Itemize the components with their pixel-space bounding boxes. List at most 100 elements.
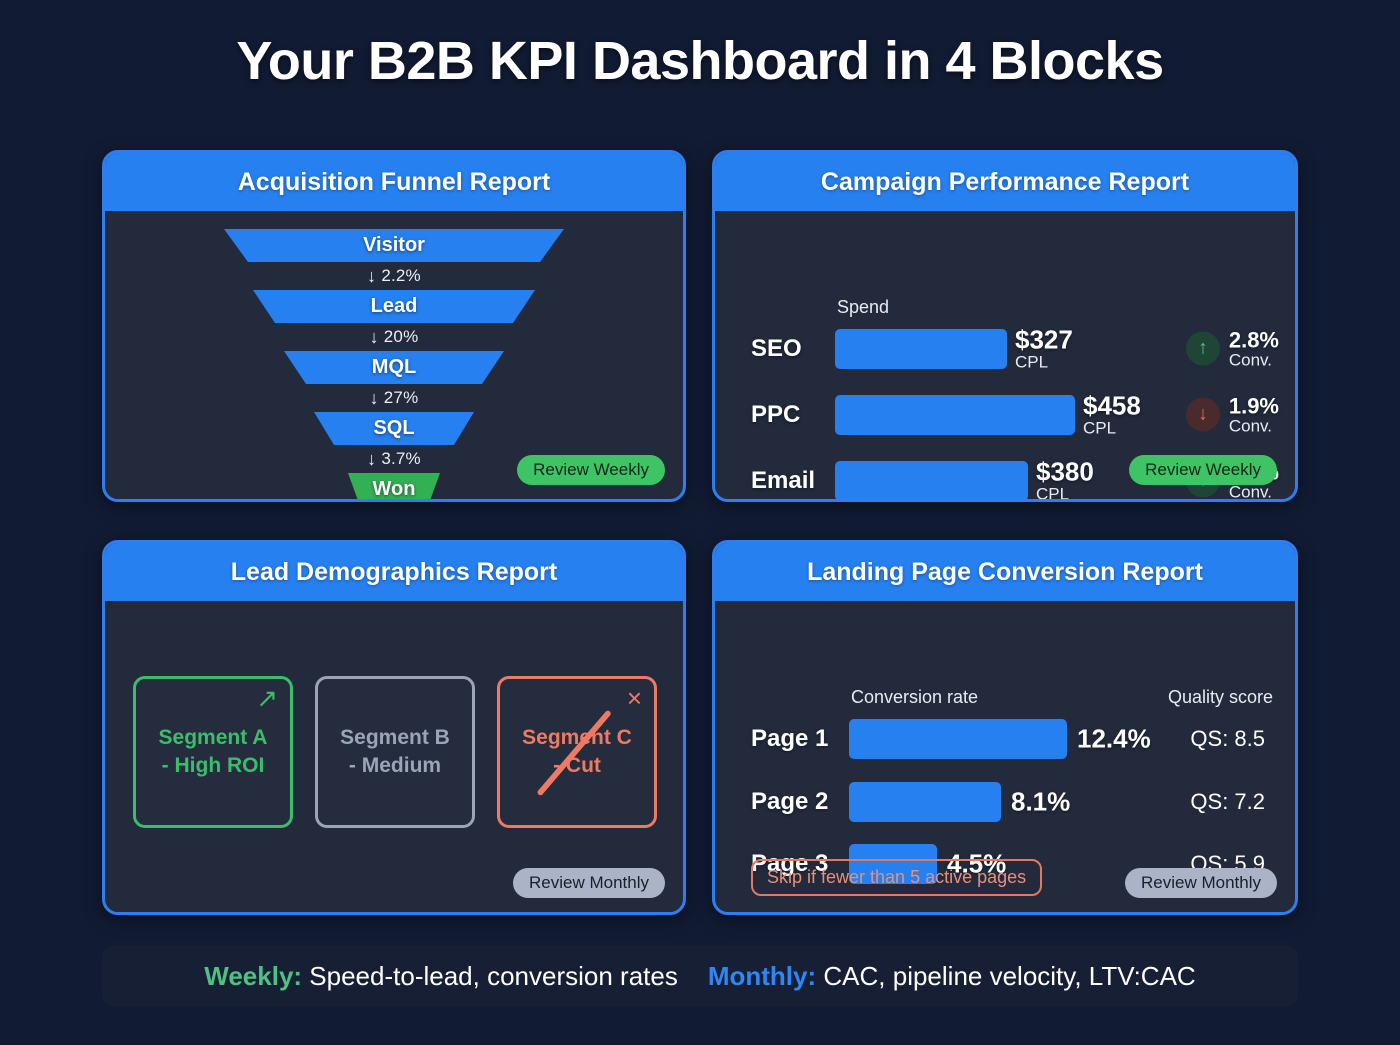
close-x-icon: × xyxy=(626,683,642,713)
campaign-cpl-value: $458 CPL xyxy=(1083,392,1141,437)
funnel-stage-shape xyxy=(224,229,564,262)
campaign-conversion-pct: 1.9% xyxy=(1228,393,1279,419)
landing-quality-score: QS: 7.2 xyxy=(1190,789,1265,814)
campaign-row: SEO $327 CPL ↑ 2.8% Conv. xyxy=(715,323,1295,375)
quality-score-caption: Quality score xyxy=(1167,687,1273,707)
campaign-conversion: ↑ 2.8% Conv. xyxy=(1185,327,1279,370)
segment-name: Segment B xyxy=(340,725,450,749)
segment-card-b[interactable]: Segment B - Medium xyxy=(315,676,475,828)
funnel-stage-label: Visitor xyxy=(363,234,425,256)
funnel-drop-value: 2.2% xyxy=(381,266,421,285)
campaign-conversion-text: 1.9% Conv. xyxy=(1228,393,1279,436)
funnel-drop-2: ↓ 20% xyxy=(370,323,419,351)
campaign-conversion-pct: 2.8% xyxy=(1228,327,1279,353)
campaign-cpl-unit: CPL xyxy=(1036,484,1070,502)
campaign-conversion-text: 2.8% Conv. xyxy=(1228,327,1279,370)
landing-conversion-bar xyxy=(849,782,1001,822)
landing-conversion-pct: 8.1% xyxy=(1011,786,1071,817)
arrow-down-icon: ↓ xyxy=(1185,398,1220,432)
campaign-channel-label: SEO xyxy=(751,335,802,362)
funnel-stage-shape xyxy=(284,351,504,384)
funnel-drop-3: ↓ 27% xyxy=(370,384,419,412)
card-body-campaign: Spend SEO $327 CPL ↑ 2.8% Conv. PPC $458 CPL ↓ 1.9… xyxy=(715,211,1295,499)
landing-page-label: Page 2 xyxy=(751,788,829,815)
segment-list: ↗ Segment A - High ROI Segment B - Medium × Se… xyxy=(133,676,657,828)
footer-weekly-key: Weekly: xyxy=(204,960,303,991)
funnel-stage-label: Won xyxy=(372,478,416,500)
landing-page-label: Page 1 xyxy=(751,725,829,752)
landing-conversion-pct: 4.5% xyxy=(947,848,1007,879)
funnel-stage-shape xyxy=(348,473,440,499)
funnel-stage-shape xyxy=(253,290,535,323)
funnel-drop-4: ↓ 3.7% xyxy=(367,445,421,473)
footer-weekly: Weekly: Speed-to-lead, conversion rates xyxy=(204,961,678,992)
funnel-chart: Visitor ↓ 2.2% Lead ↓ 20% MQL ↓ 27% SQL ↓ 3.7% Won xyxy=(105,229,683,500)
funnel-stage-lead: Lead xyxy=(253,290,535,323)
segment-note: - High ROI xyxy=(161,754,265,777)
funnel-drop-1: ↓ 2.2% xyxy=(367,262,421,290)
campaign-spend-bar xyxy=(835,395,1075,435)
footer-monthly: Monthly: CAC, pipeline velocity, LTV:CAC xyxy=(708,961,1196,992)
badge-review-weekly[interactable]: Review Weekly xyxy=(1129,455,1277,485)
funnel-stage-shape xyxy=(314,412,474,445)
footer-monthly-value: CAC, pipeline velocity, LTV:CAC xyxy=(823,960,1196,991)
badge-review-monthly[interactable]: Review Monthly xyxy=(513,868,665,898)
card-lead-demographics: Lead Demographics Report ↗ Segment A - Hig… xyxy=(102,540,686,915)
arrow-down-icon: ↓ xyxy=(367,265,377,286)
campaign-conversion-label: Conv. xyxy=(1228,350,1272,370)
campaign-cpl-unit: CPL xyxy=(1083,418,1117,438)
card-acquisition-funnel: Acquisition Funnel Report Visitor ↓ 2.2% Le… xyxy=(102,150,686,502)
landing-row: Page 1 12.4% QS: 8.5 xyxy=(715,713,1295,765)
arrow-down-icon: ↓ xyxy=(369,326,379,347)
landing-conversion-pct: 12.4% xyxy=(1077,723,1151,754)
funnel-stage-label: SQL xyxy=(373,417,415,439)
campaign-cpl-unit: CPL xyxy=(1015,352,1049,372)
cadence-footer: Weekly: Speed-to-lead, conversion rates … xyxy=(102,945,1298,1007)
card-header-funnel: Acquisition Funnel Report xyxy=(105,153,683,211)
badge-review-monthly[interactable]: Review Monthly xyxy=(1125,868,1277,898)
conversion-rate-caption: Conversion rate xyxy=(851,687,979,707)
campaign-conversion: ↓ 1.9% Conv. xyxy=(1185,393,1279,436)
funnel-stage-label: MQL xyxy=(371,356,417,378)
card-body-landing: Conversion rate Quality score Page 1 12.4… xyxy=(715,601,1295,912)
segment-note: - Medium xyxy=(348,754,442,777)
landing-page-label: Page 3 xyxy=(751,850,829,877)
segment-card-a[interactable]: ↗ Segment A - High ROI xyxy=(133,676,293,828)
card-header-segments: Lead Demographics Report xyxy=(105,543,683,601)
card-campaign-performance: Campaign Performance Report Spend SEO $32… xyxy=(712,150,1298,502)
funnel-drop-value: 27% xyxy=(383,388,419,407)
campaign-cpl-amount: $327 xyxy=(1015,324,1073,355)
funnel-drop-value: 3.7% xyxy=(381,449,421,468)
card-body-segments: ↗ Segment A - High ROI Segment B - Medium × Se… xyxy=(105,601,683,912)
footer-weekly-value: Speed-to-lead, conversion rates xyxy=(309,960,678,991)
card-header-landing: Landing Page Conversion Report xyxy=(715,543,1295,601)
funnel-stage-visitor: Visitor xyxy=(224,229,564,262)
arrow-down-icon: ↓ xyxy=(367,448,377,469)
arrow-down-icon: ↓ xyxy=(369,387,379,408)
funnel-stage-sql: SQL xyxy=(314,412,474,445)
campaign-cpl-amount: $458 xyxy=(1083,390,1141,421)
campaign-conversion-label: Conv. xyxy=(1228,416,1272,436)
page-title: Your B2B KPI Dashboard in 4 Blocks xyxy=(236,31,1164,91)
segment-card-c[interactable]: × Segment C - Cut xyxy=(497,676,657,828)
spend-caption: Spend xyxy=(837,297,890,317)
campaign-spend-bar xyxy=(835,329,1007,369)
segment-note: - Cut xyxy=(553,754,601,777)
funnel-stage-label: Lead xyxy=(370,295,418,317)
landing-conversion-bar xyxy=(849,719,1067,759)
campaign-conversion-label: Conv. xyxy=(1228,482,1272,502)
segment-name: Segment A xyxy=(158,725,268,749)
funnel-stage-mql: MQL xyxy=(284,351,504,384)
card-header-campaign: Campaign Performance Report xyxy=(715,153,1295,211)
badge-review-weekly[interactable]: Review Weekly xyxy=(517,455,665,485)
arrow-up-right-icon: ↗ xyxy=(256,683,278,713)
card-landing-page-conversion: Landing Page Conversion Report Conversio… xyxy=(712,540,1298,915)
campaign-channel-label: PPC xyxy=(751,401,801,428)
funnel-stage-won: Won xyxy=(348,473,440,500)
campaign-spend-bar xyxy=(835,461,1028,499)
campaign-row: PPC $458 CPL ↓ 1.9% Conv. xyxy=(715,389,1295,441)
campaign-cpl-value: $327 CPL xyxy=(1015,326,1073,371)
card-body-funnel: Visitor ↓ 2.2% Lead ↓ 20% MQL ↓ 27% SQL ↓ 3.7% Won R… xyxy=(105,211,683,499)
landing-quality-score: QS: 8.5 xyxy=(1190,726,1265,751)
